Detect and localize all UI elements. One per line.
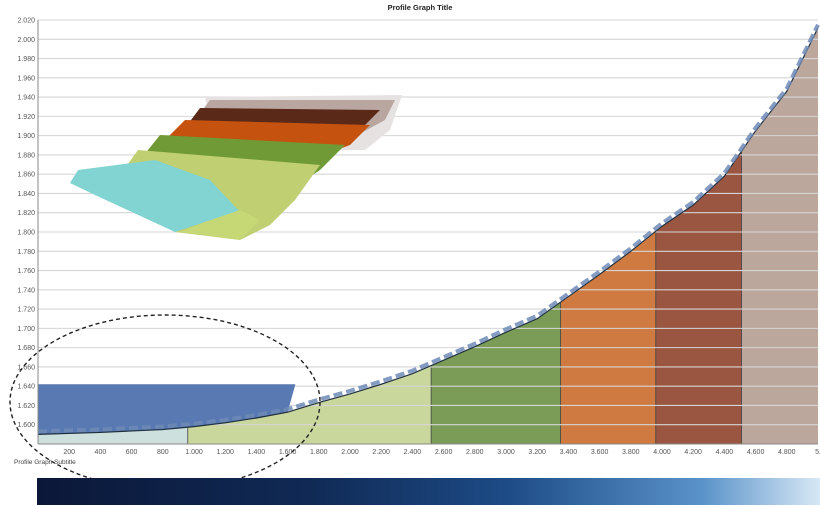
x-tick-label: 4.600 [747,449,765,456]
y-tick-label: 1.840 [17,191,35,198]
y-tick-label: 1.740 [17,287,35,294]
highlight-ellipse [9,314,321,490]
y-tick-label: 1.820 [17,210,35,217]
x-tick-label: 600 [126,449,138,456]
terrain-zones [38,27,818,444]
y-tick-label: 2.000 [17,37,35,44]
zone-3 [431,302,561,444]
x-tick-label: 2.000 [341,449,359,456]
zone-4 [560,231,656,444]
x-tick-label: 1.800 [310,449,328,456]
terrain-line [37,27,819,435]
x-tick-label: 2.600 [435,449,453,456]
chart-subtitle: Profile Graph Subtitle [14,459,76,466]
y-tick-label: 1.600 [17,422,35,429]
x-tick-label: 4.400 [716,449,734,456]
y-tick-label: 1.800 [17,230,35,237]
x-tick-label: 1.400 [248,449,266,456]
y-tick-labels: 1.600 1.620 1.640 1.660 1.680 1.700 1.720 1.740… [17,18,35,430]
profile-line [37,23,820,435]
y-tick-label: 1.780 [17,249,35,256]
axes [37,20,818,445]
y-tick-label: 1.860 [17,172,35,179]
y-tick-label: 1.640 [17,384,35,391]
x-tick-label: 4.200 [684,449,702,456]
x-tick-label: 3.800 [622,449,640,456]
x-tick-label: 1.200 [216,449,234,456]
x-tick-label: 400 [95,449,107,456]
chart-title: Profile Graph Title [388,3,453,12]
zone-6 [741,27,818,444]
x-tick-label: 4.000 [653,449,671,456]
y-tick-label: 1.880 [17,152,35,159]
x-tick-label: 3.600 [591,449,609,456]
x-tick-label: 800 [157,449,169,456]
x-tick-label: 4.800 [778,449,796,456]
y-tick-label: 1.660 [17,364,35,371]
y-tick-label: 1.980 [17,56,35,63]
y-tick-label: 1.960 [17,75,35,82]
y-tick-label: 1.900 [17,133,35,140]
y-tick-label: 1.620 [17,403,35,410]
y-tick-label: 1.760 [17,268,35,275]
terrain-3d-inset [70,95,402,240]
y-tick-label: 1.940 [17,95,35,102]
profile-trace [37,23,820,434]
zone-5 [655,151,742,444]
x-tick-labels: 200 400 600 800 1.000 1.200 1.400 1.600 1.800 2.0… [63,449,820,456]
y-tick-label: 1.680 [17,345,35,352]
x-tick-label: 3.200 [528,449,546,456]
x-tick-label: 5. [815,449,820,456]
x-tick-label: 2.200 [372,449,390,456]
x-tick-label: 3.000 [497,449,515,456]
y-tick-label: 1.700 [17,326,35,333]
x-tick-label: 1.600 [279,449,297,456]
zone-1 [38,427,188,444]
x-tick-label: 2.800 [466,449,484,456]
y-tick-label: 1.720 [17,307,35,314]
color-bar [37,478,820,505]
x-tick-label: 200 [63,449,75,456]
x-tick-label: 2.400 [404,449,422,456]
x-tick-label: 1.000 [185,449,203,456]
y-tick-label: 1.920 [17,114,35,121]
y-tick-label: 2.020 [17,18,35,25]
x-tick-label: 3.400 [560,449,578,456]
